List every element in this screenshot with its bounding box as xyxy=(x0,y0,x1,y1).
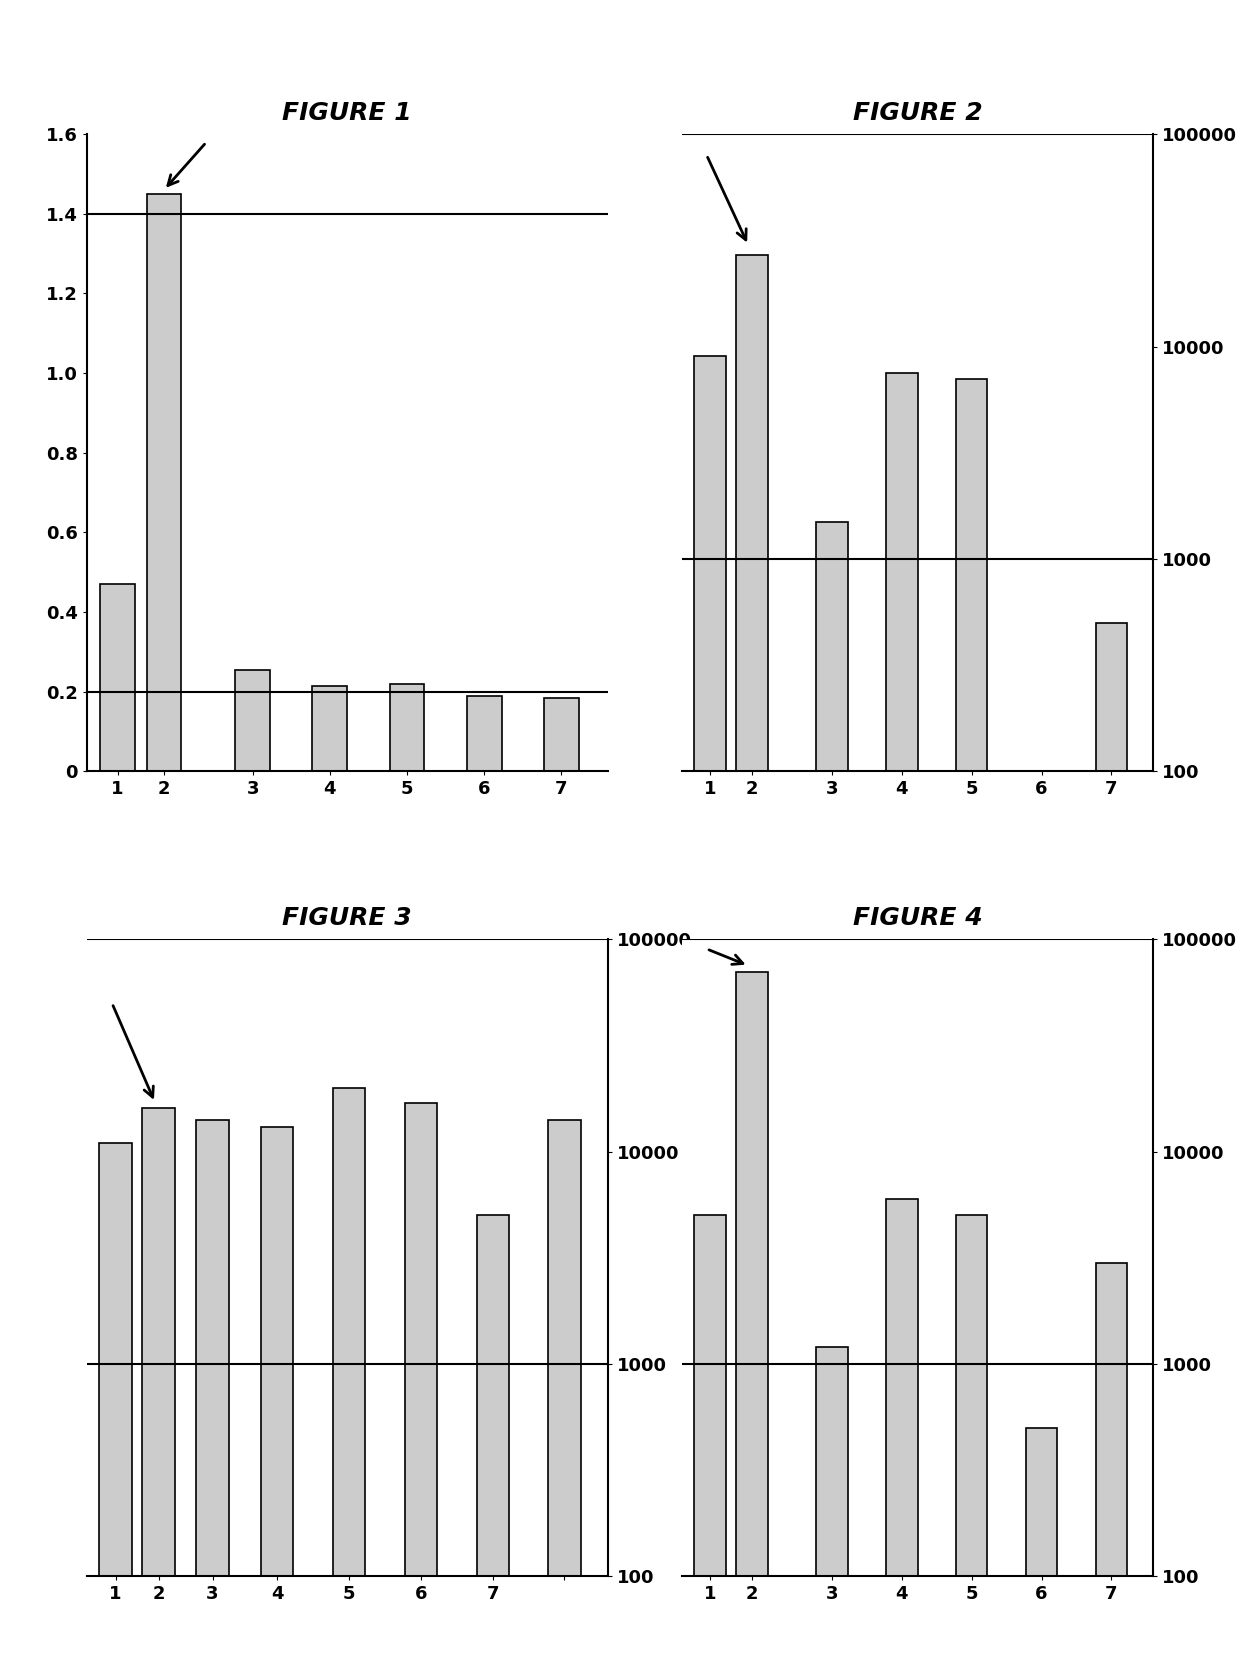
Bar xyxy=(236,669,270,771)
Bar xyxy=(694,356,725,1677)
Bar xyxy=(404,1102,436,1677)
Bar xyxy=(389,684,424,771)
Bar xyxy=(887,1199,918,1677)
Bar xyxy=(1096,622,1127,1677)
Bar xyxy=(887,372,918,1677)
Bar xyxy=(143,1108,175,1677)
Bar xyxy=(1025,771,1058,1677)
Bar xyxy=(99,1142,131,1677)
Bar xyxy=(816,522,848,1677)
Bar xyxy=(737,255,768,1677)
Bar xyxy=(466,696,501,771)
Bar xyxy=(100,584,135,771)
Bar xyxy=(956,379,987,1677)
Bar xyxy=(1096,1263,1127,1677)
Bar xyxy=(196,1120,228,1677)
Bar xyxy=(548,1120,580,1677)
Bar xyxy=(737,973,768,1677)
Bar xyxy=(476,1216,508,1677)
Title: FIGURE 4: FIGURE 4 xyxy=(853,906,982,931)
Title: FIGURE 2: FIGURE 2 xyxy=(853,101,982,126)
Bar xyxy=(1025,1427,1058,1677)
Bar xyxy=(694,1216,725,1677)
Bar xyxy=(312,686,347,771)
Bar xyxy=(260,1127,294,1677)
Bar xyxy=(332,1088,365,1677)
Bar xyxy=(956,1216,987,1677)
Bar xyxy=(816,1347,848,1677)
Bar xyxy=(146,195,181,771)
Bar xyxy=(544,698,579,771)
Title: FIGURE 1: FIGURE 1 xyxy=(283,101,412,126)
Title: FIGURE 3: FIGURE 3 xyxy=(283,906,412,931)
